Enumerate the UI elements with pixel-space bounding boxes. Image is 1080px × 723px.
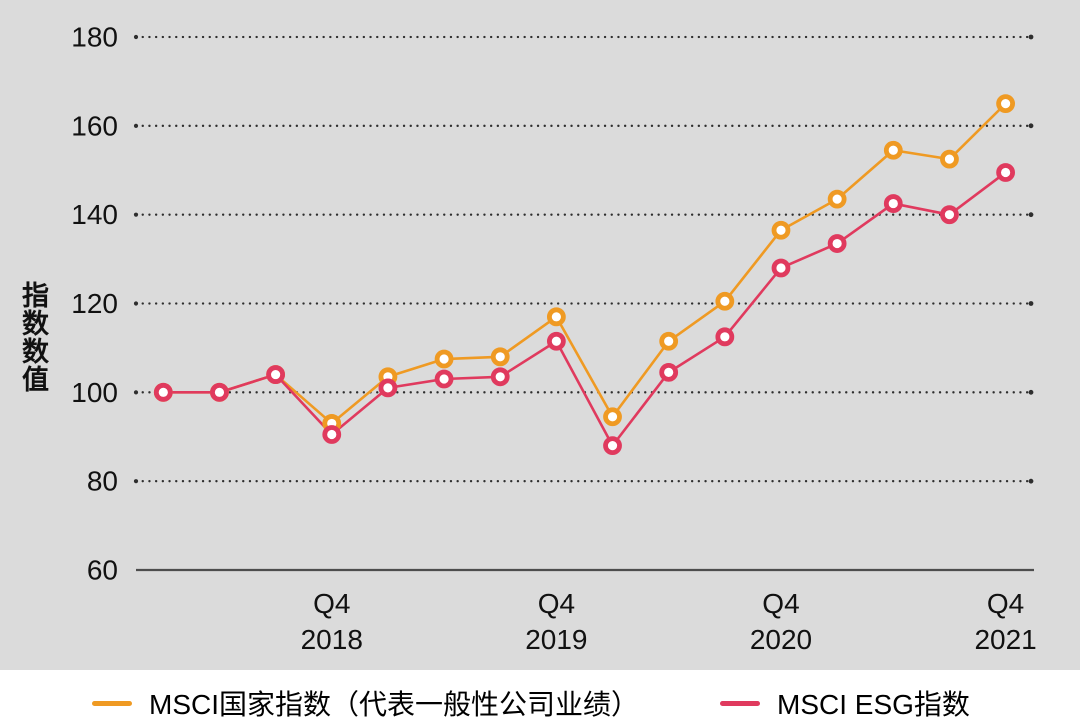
legend-label-country-index: MSCI国家指数（代表一般性公司业绩） [149,689,640,720]
plot-panel [0,0,1080,670]
svg-text:140: 140 [71,199,118,230]
legend-item-country-index: MSCI国家指数（代表一般性公司业绩） [92,687,639,720]
svg-text:180: 180 [71,22,118,53]
y-axis-tick-labels: 60 80 100 120 140 160 180 [71,22,118,586]
svg-text:2020: 2020 [750,624,812,655]
legend: MSCI国家指数（代表一般性公司业绩） MSCI ESG指数 [0,670,1080,722]
legend-swatch-esg-index [720,700,760,706]
legend-swatch-country-index [92,700,132,706]
svg-text:160: 160 [71,110,118,141]
svg-text:100: 100 [71,377,118,408]
svg-text:Q4: Q4 [987,588,1024,619]
svg-text:Q4: Q4 [762,588,799,619]
svg-text:Q4: Q4 [313,588,350,619]
svg-text:120: 120 [71,288,118,319]
legend-label-esg-index: MSCI ESG指数 [777,689,970,720]
svg-text:60: 60 [87,555,118,586]
svg-text:2019: 2019 [525,624,587,655]
legend-item-esg-index: MSCI ESG指数 [720,687,970,720]
data-series [153,94,1015,456]
svg-text:2018: 2018 [301,624,363,655]
svg-text:80: 80 [87,466,118,497]
y-axis-title: 指数数值 [18,281,48,393]
x-axis-tick-labels: Q4 2018 Q4 2019 Q4 2020 Q4 2021 [301,588,1037,655]
gridlines [133,34,1034,484]
svg-text:2021: 2021 [974,624,1036,655]
svg-text:Q4: Q4 [538,588,575,619]
